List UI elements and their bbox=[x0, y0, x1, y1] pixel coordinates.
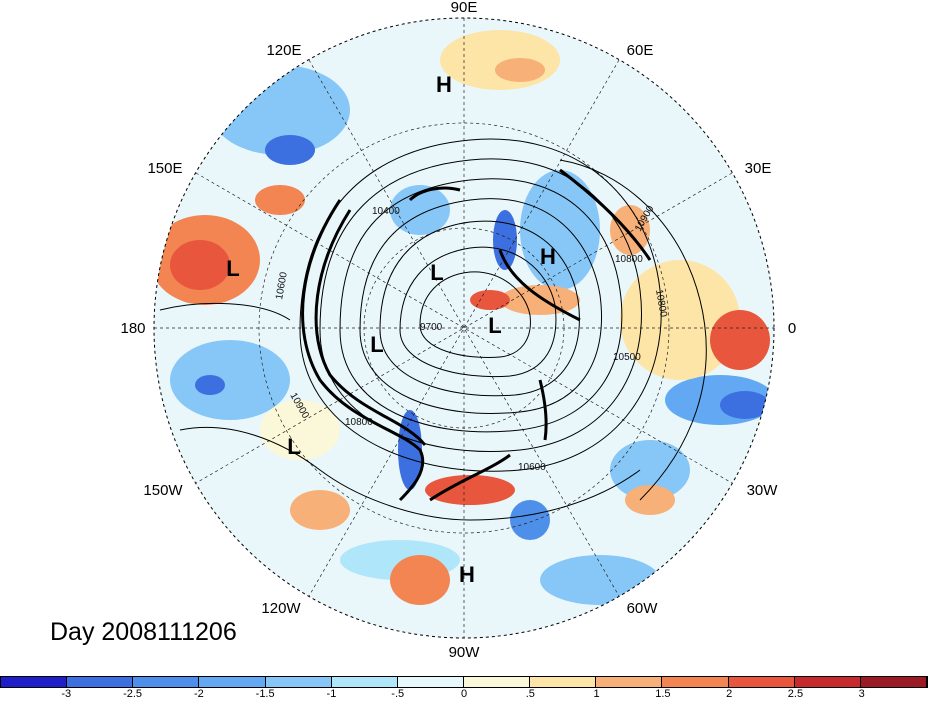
lon-label-90w: 90W bbox=[449, 644, 481, 661]
colorbar-swatch bbox=[67, 677, 134, 687]
contour-label: 10600 bbox=[274, 271, 290, 301]
lon-label-120e: 120E bbox=[266, 42, 301, 59]
colorbar-tick-label: 1 bbox=[593, 688, 600, 700]
colorbar-tick-label: 2 bbox=[726, 688, 733, 700]
lon-label-90e: 90E bbox=[451, 0, 478, 16]
contour-label: 10400 bbox=[372, 206, 400, 217]
lon-label-120w: 120W bbox=[261, 600, 301, 617]
lon-label-0: 0 bbox=[788, 320, 796, 337]
contour-label: 10800 bbox=[653, 289, 669, 319]
pressure-high: H bbox=[459, 562, 475, 587]
colorbar-swatch bbox=[596, 677, 663, 687]
graticule bbox=[154, 18, 774, 638]
date-title: Day 2008111206 bbox=[50, 618, 237, 646]
colorbar-swatch bbox=[860, 677, 927, 687]
lon-label-180: 180 bbox=[120, 320, 145, 337]
colorbar-tick-label: -2 bbox=[193, 688, 204, 700]
colorbar-swatch bbox=[331, 677, 398, 687]
colorbar bbox=[0, 676, 928, 688]
lon-label-30e: 30E bbox=[745, 160, 772, 177]
colorbar-tick-label: -3 bbox=[61, 688, 72, 700]
colorbar-tick-label: -1 bbox=[326, 688, 337, 700]
pressure-low: L bbox=[370, 332, 383, 357]
pressure-low: L bbox=[287, 434, 300, 459]
colorbar-tick-label: -2.5 bbox=[123, 688, 143, 700]
lon-label-60w: 60W bbox=[627, 600, 659, 617]
colorbar-swatch bbox=[1, 677, 68, 687]
colorbar-tick-label: -1.5 bbox=[255, 688, 275, 700]
contour-label: 10800 bbox=[615, 254, 643, 265]
pressure-low: L bbox=[226, 256, 239, 281]
colorbar-tick-label: 2.5 bbox=[787, 688, 804, 700]
map-boundary bbox=[153, 17, 775, 639]
colorbar-swatch bbox=[728, 677, 795, 687]
colorbar-swatch bbox=[794, 677, 861, 687]
height-contours bbox=[159, 138, 707, 521]
colorbar-tick-labels: -3 -2.5 -2 -1.5 -1 -.5 0 .5 1 1.5 2 2.5 3 bbox=[0, 688, 928, 702]
contour-label: 9700 bbox=[420, 322, 443, 333]
colorbar-swatch bbox=[265, 677, 332, 687]
colorbar-swatch bbox=[199, 677, 266, 687]
colorbar-tick-label: -.5 bbox=[391, 688, 405, 700]
colorbar-swatch bbox=[397, 677, 464, 687]
colorbar-tick-label: 1.5 bbox=[655, 688, 671, 700]
colorbar-swatch bbox=[463, 677, 531, 687]
lon-label-150e: 150E bbox=[147, 160, 182, 177]
lon-label-150w: 150W bbox=[143, 482, 183, 499]
colorbar-swatch bbox=[530, 677, 597, 687]
contour-label: 10600 bbox=[518, 462, 546, 473]
colorbar-tick-label: .5 bbox=[525, 688, 535, 700]
pressure-low: L bbox=[488, 313, 501, 338]
lon-label-30w: 30W bbox=[747, 482, 779, 499]
anomaly-shading bbox=[154, 18, 774, 638]
contour-label: 10500 bbox=[613, 352, 641, 363]
colorbar-swatch bbox=[662, 677, 729, 687]
contour-label: 10800 bbox=[345, 417, 373, 428]
colorbar-swatch bbox=[133, 677, 200, 687]
jet-contours bbox=[301, 168, 652, 502]
pressure-high: H bbox=[540, 244, 556, 269]
pressure-high: H bbox=[436, 72, 452, 97]
pressure-low: L bbox=[430, 260, 443, 285]
lon-label-60e: 60E bbox=[627, 42, 654, 59]
colorbar-tick-label: 3 bbox=[858, 688, 865, 700]
colorbar-tick-label: 0 bbox=[460, 688, 468, 700]
